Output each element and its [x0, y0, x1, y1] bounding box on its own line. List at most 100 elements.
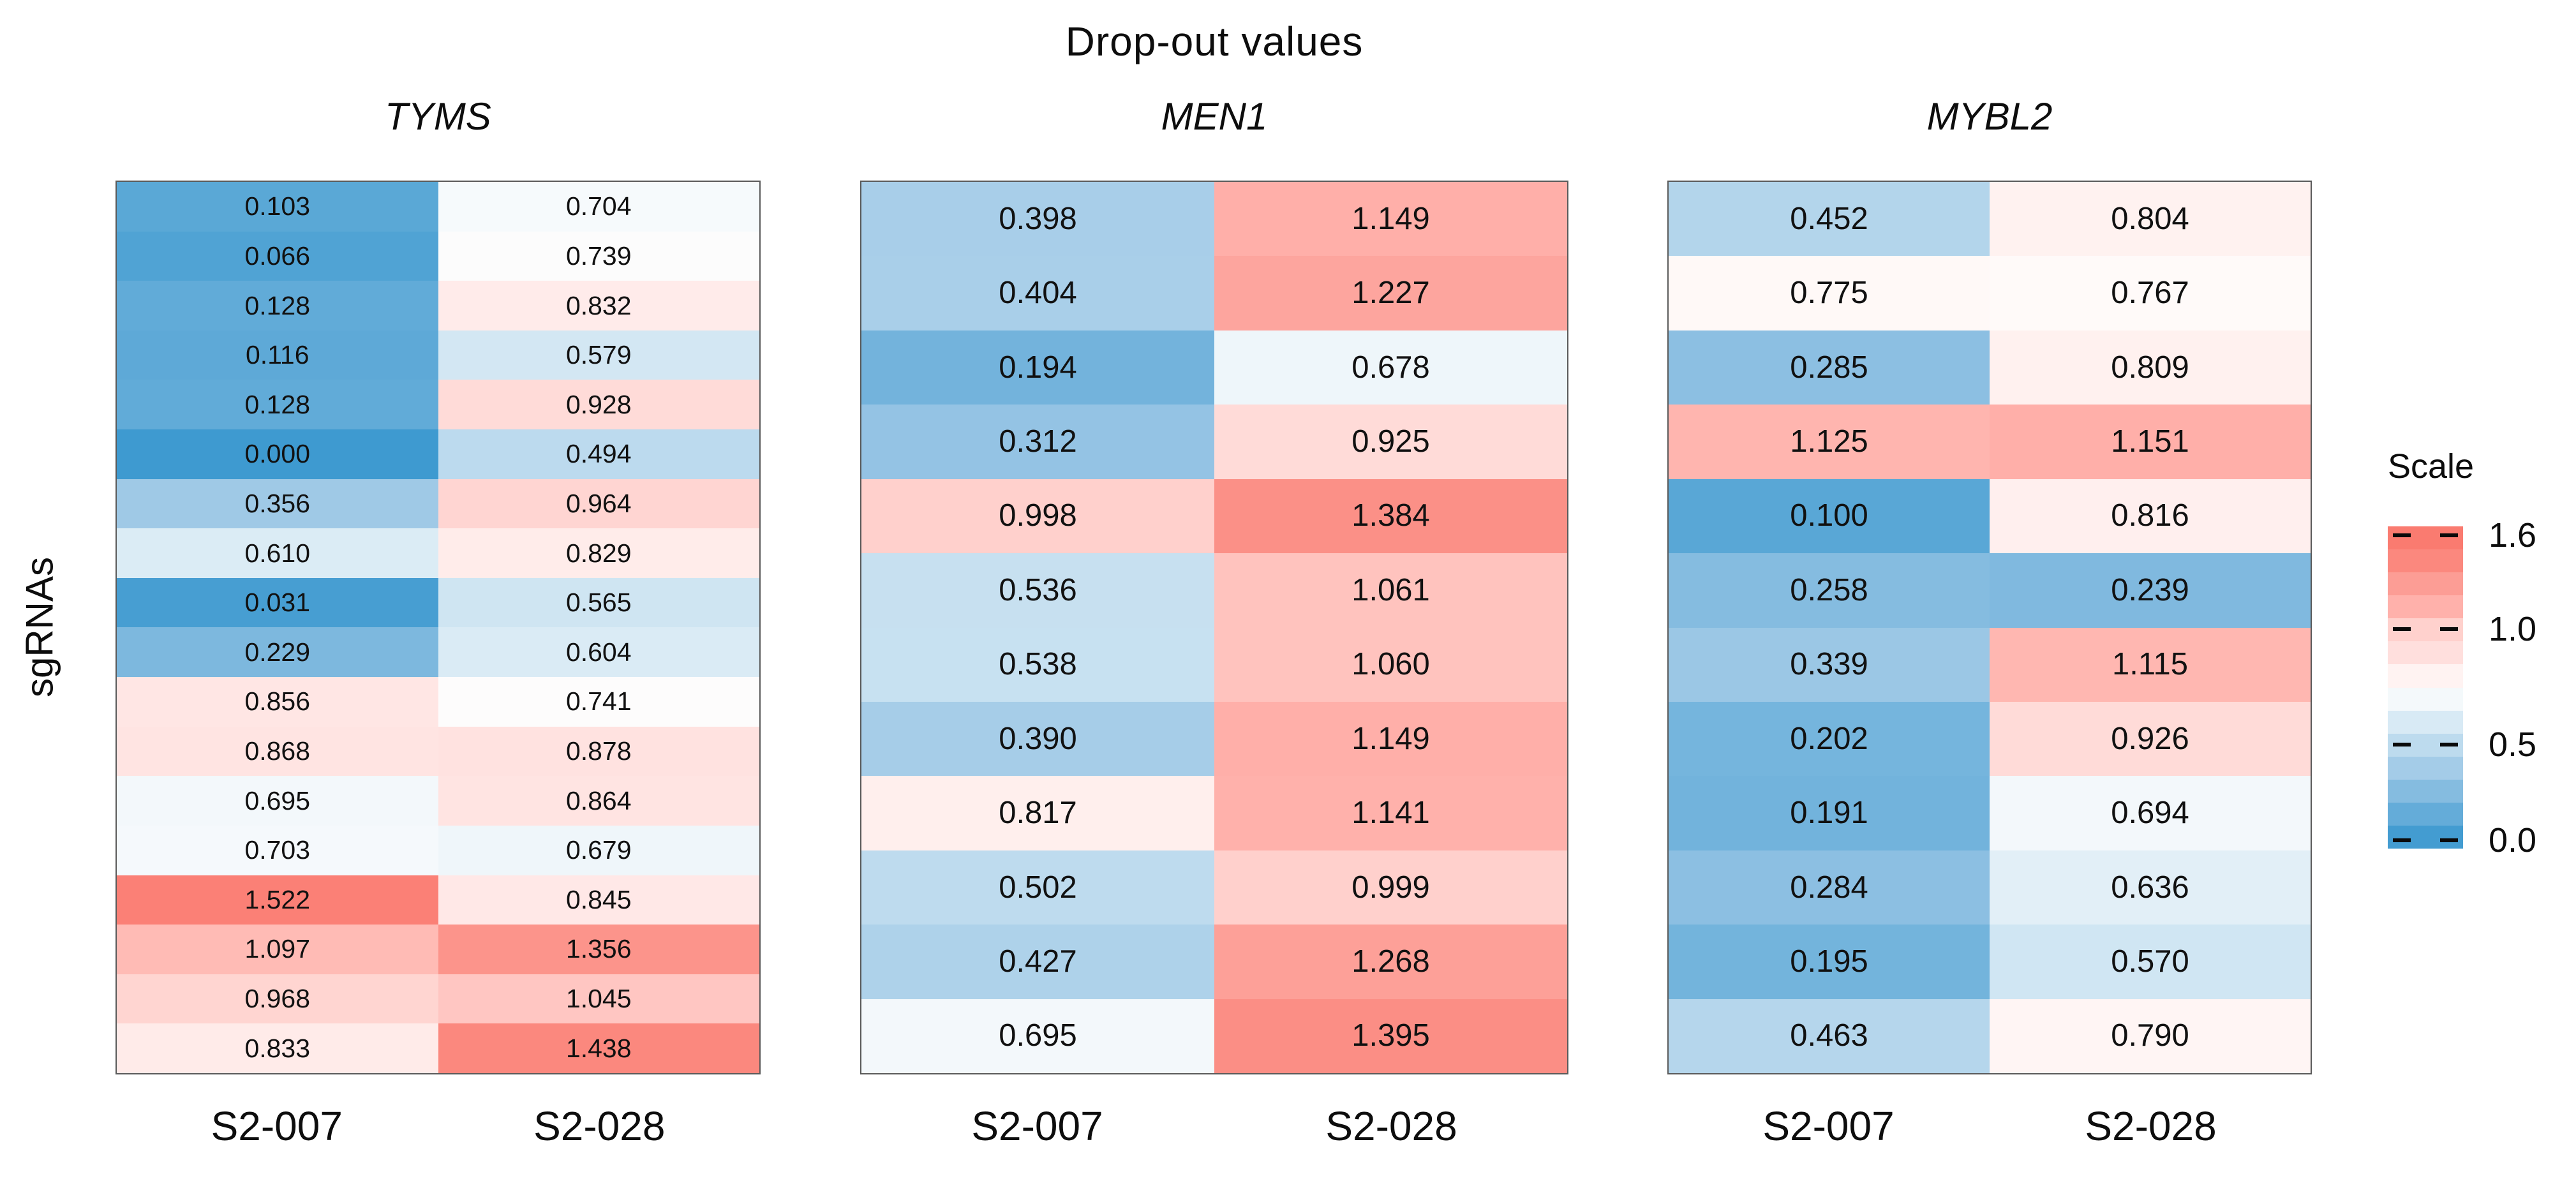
colorbar-band — [2388, 756, 2463, 780]
cell-value: 0.284 — [1790, 870, 1868, 905]
cell-value: 0.928 — [565, 389, 632, 419]
cell-value: 0.229 — [244, 637, 311, 667]
colorbar-band — [2388, 802, 2463, 826]
heatmap-cell: 0.502 — [861, 850, 1214, 925]
heatmap-cell: 0.463 — [1669, 999, 1990, 1074]
cell-value: 0.128 — [244, 389, 311, 419]
heatmap-row: 0.191 0.694 — [1669, 776, 2311, 850]
cell-value: 0.809 — [2111, 350, 2189, 385]
heatmap-cell: 1.061 — [1214, 553, 1567, 628]
heatmap-cell: 1.395 — [1214, 999, 1567, 1074]
cell-value: 0.536 — [999, 572, 1077, 607]
heatmap-cell: 1.149 — [1214, 701, 1567, 776]
heatmap-row: 0.128 0.832 — [117, 281, 759, 331]
colorbar-band — [2388, 549, 2463, 573]
cell-value: 0.570 — [2111, 944, 2189, 979]
heatmap-cell: 0.703 — [117, 825, 438, 875]
cell-value: 0.312 — [999, 424, 1077, 459]
cell-value: 0.194 — [999, 350, 1077, 385]
cell-value: 0.195 — [1790, 944, 1868, 979]
cell-value: 0.463 — [1790, 1018, 1868, 1053]
heatmap-cell: 0.817 — [861, 776, 1214, 850]
heatmap-row: 0.229 0.604 — [117, 627, 759, 678]
cell-value: 0.678 — [1351, 350, 1430, 385]
cell-value: 0.804 — [2111, 201, 2189, 236]
heatmap-row: 0.502 0.999 — [861, 850, 1567, 925]
heatmap-row: 0.000 0.494 — [117, 429, 759, 479]
cell-value: 0.494 — [565, 439, 632, 469]
heatmap-row: 0.856 0.741 — [117, 677, 759, 727]
heatmap-cell: 0.878 — [438, 726, 759, 776]
cell-value: 0.258 — [1790, 572, 1868, 607]
colorbar-band — [2388, 572, 2463, 596]
heatmap-cell: 0.804 — [1990, 182, 2311, 256]
colorbar-band — [2388, 687, 2463, 711]
cell-value: 0.502 — [999, 870, 1077, 905]
heatmap-cell: 0.678 — [1214, 330, 1567, 405]
heatmap-row: 0.538 1.060 — [861, 627, 1567, 702]
heatmap-cell: 0.191 — [1669, 776, 1990, 850]
cell-value: 0.427 — [999, 944, 1077, 979]
colorbar-band — [2388, 526, 2463, 550]
cell-value: 0.066 — [244, 241, 311, 271]
heatmap-cell: 0.398 — [861, 182, 1214, 256]
cell-value: 0.741 — [565, 687, 632, 717]
cell-value: 1.151 — [2111, 424, 2189, 459]
heatmap-cell: 1.097 — [117, 925, 438, 974]
cell-value: 0.398 — [999, 201, 1077, 236]
heatmap-row: 1.125 1.151 — [1669, 405, 2311, 479]
heatmap-cell: 0.427 — [861, 925, 1214, 999]
cell-value: 0.339 — [1790, 647, 1868, 682]
colorbar-tick-mark — [2440, 743, 2458, 747]
colorbar-band — [2388, 641, 2463, 665]
cell-value: 0.864 — [565, 785, 632, 815]
colorbar-tick-mark — [2440, 533, 2458, 538]
cell-value: 1.141 — [1351, 796, 1430, 831]
heatmap-cell: 1.522 — [117, 875, 438, 925]
heatmap-cell: 0.239 — [1990, 553, 2311, 628]
heatmap-cell: 0.339 — [1669, 627, 1990, 702]
cell-value: 0.926 — [2111, 721, 2189, 756]
panel-title-men1: MEN1 — [1161, 95, 1268, 138]
heatmap-cell: 0.829 — [438, 528, 759, 578]
heatmap-cell: 0.868 — [117, 726, 438, 776]
cell-value: 1.125 — [1790, 424, 1868, 459]
colorbar-band — [2388, 595, 2463, 619]
cell-value: 0.679 — [565, 835, 632, 865]
heatmap-row: 1.522 0.845 — [117, 875, 759, 925]
heatmap-row: 0.116 0.579 — [117, 330, 759, 380]
cell-value: 0.816 — [2111, 498, 2189, 533]
heatmap-cell: 0.538 — [861, 627, 1214, 702]
heatmap-cell: 0.284 — [1669, 850, 1990, 925]
legend-title: Scale — [2388, 447, 2475, 486]
heatmap-row: 0.452 0.804 — [1669, 182, 2311, 256]
cell-value: 0.868 — [244, 736, 311, 766]
heatmap-cell: 0.229 — [117, 627, 438, 678]
heatmap-row: 0.404 1.227 — [861, 256, 1567, 331]
heatmap-cell: 0.031 — [117, 577, 438, 628]
cell-value: 0.694 — [2111, 796, 2189, 831]
heatmap-cell: 1.060 — [1214, 627, 1567, 702]
heatmap-cell: 0.312 — [861, 405, 1214, 479]
heatmap-cell: 0.679 — [438, 825, 759, 875]
heatmap-cell: 0.998 — [861, 479, 1214, 554]
column-label: S2-007 — [971, 1103, 1103, 1149]
colorbar-tick-mark — [2393, 743, 2411, 747]
cell-value: 0.390 — [999, 721, 1077, 756]
column-label: S2-028 — [1325, 1103, 1457, 1149]
heatmap-cell: 0.390 — [861, 701, 1214, 776]
heatmap-cell: 1.151 — [1990, 405, 2311, 479]
heatmap-cell: 1.384 — [1214, 479, 1567, 554]
cell-value: 1.097 — [244, 934, 311, 964]
heatmap-cell: 0.636 — [1990, 850, 2311, 925]
cell-value: 0.604 — [565, 637, 632, 667]
cell-value: 1.060 — [1351, 647, 1430, 682]
heatmap-cell: 0.356 — [117, 479, 438, 529]
cell-value: 0.703 — [244, 835, 311, 865]
cell-value: 0.832 — [565, 290, 632, 320]
heatmap-row: 1.097 1.356 — [117, 925, 759, 974]
colorbar-tick-label: 1.6 — [2489, 516, 2537, 555]
heatmap-cell: 0.999 — [1214, 850, 1567, 925]
cell-value: 1.227 — [1351, 276, 1430, 311]
colorbar-tick-label: 0.5 — [2489, 725, 2537, 764]
